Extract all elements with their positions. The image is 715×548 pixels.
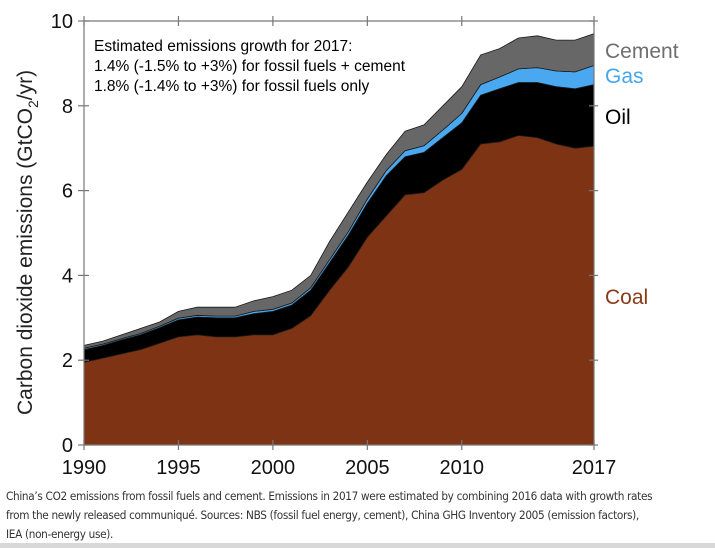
legend-gas: Gas [605, 65, 644, 88]
ticks: 0 2 4 6 8 10 1990 1995 2000 2005 2010 2017 [51, 11, 617, 479]
legend-oil: Oil [605, 106, 631, 129]
y-axis-label-tail: /yr) [14, 70, 37, 100]
y-tick-label: 0 [62, 435, 73, 457]
y-tick-label: 4 [62, 265, 73, 287]
y-axis-label-main: Carbon dioxide emissions (GtCO [14, 108, 37, 415]
legend-cement: Cement [605, 40, 679, 63]
y-tick-label: 8 [62, 96, 73, 118]
x-tick-label: 2010 [440, 457, 485, 479]
annotation-line-2: 1.4% (-1.5% to +3%) for fossil fuels + c… [94, 58, 406, 75]
y-tick-label: 6 [62, 181, 73, 203]
annotation-line-3: 1.8% (-1.4% to +3%) for fossil fuels onl… [94, 78, 369, 95]
x-tick-label: 2017 [572, 457, 617, 479]
stacked-areas [83, 33, 595, 445]
x-tick-label: 2000 [251, 457, 296, 479]
annotation-line-1: Estimated emissions growth for 2017: [94, 38, 352, 55]
y-tick-label: 2 [62, 350, 73, 372]
legend: Cement Gas Oil Coal [605, 40, 679, 309]
y-tick-label: 10 [51, 11, 73, 33]
figure-caption: China’s CO2 emissions from fossil fuels … [6, 490, 653, 541]
legend-coal: Coal [605, 286, 648, 309]
x-tick-label: 1995 [156, 457, 201, 479]
x-tick-label: 2005 [345, 457, 390, 479]
annotation-box: Estimated emissions growth for 2017: 1.4… [94, 38, 406, 95]
y-axis-label: Carbon dioxide emissions (GtCO2/yr) [14, 70, 41, 415]
x-tick-label: 1990 [62, 457, 107, 479]
axes [83, 20, 595, 446]
bottom-divider [0, 543, 715, 548]
area-coal [84, 135, 594, 445]
y-axis-label-subscript: 2 [25, 100, 41, 108]
